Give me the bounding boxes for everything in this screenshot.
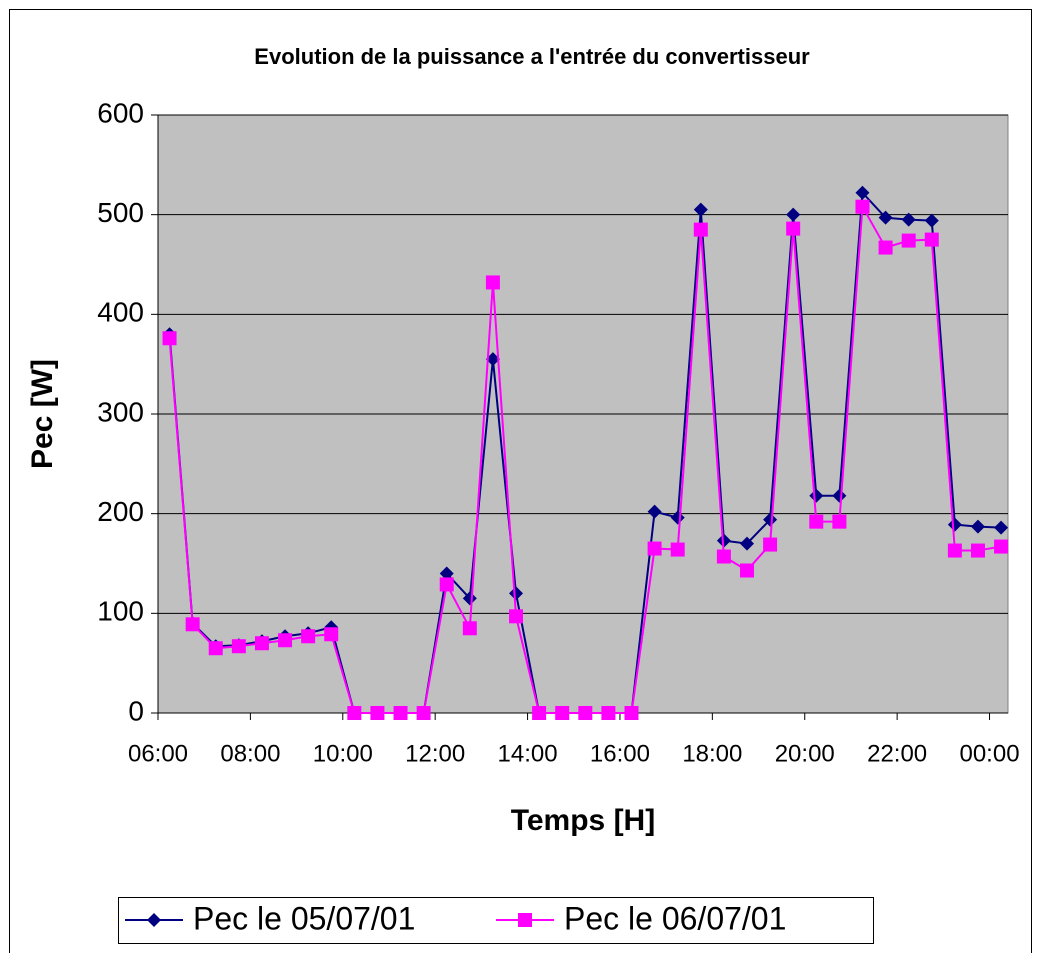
marker [147,913,161,927]
marker [670,542,685,557]
marker [185,617,200,632]
marker [509,586,524,601]
marker [947,543,962,558]
x-tick-label: 16:00 [590,740,650,767]
marker [809,514,824,529]
x-tick-label: 06:00 [128,740,188,767]
marker [370,706,385,720]
marker [462,621,477,636]
x-axis-title: Temps [H] [511,804,655,837]
marker [231,639,246,654]
marker [439,577,454,592]
marker [786,207,801,222]
y-tick-label: 0 [128,695,144,726]
y-tick-label: 500 [97,197,144,228]
marker [924,232,939,247]
marker [994,520,1009,535]
marker [832,488,847,503]
marker [878,240,893,255]
marker [518,913,532,927]
marker [878,210,893,225]
marker [647,541,662,556]
marker [439,566,454,581]
marker [208,641,223,656]
y-axis-title: Pec [W] [26,359,59,469]
legend-label: Pec le 05/07/01 [193,900,415,936]
marker [347,706,362,720]
marker [809,488,824,503]
y-tick-label: 600 [97,97,144,128]
marker [763,512,778,527]
marker [947,517,962,532]
y-tick-label: 400 [97,297,144,328]
marker [462,591,477,606]
marker [716,549,731,564]
marker [555,706,570,720]
y-tick-label: 300 [97,396,144,427]
y-tick-label: 200 [97,496,144,527]
marker [924,213,939,228]
marker [254,636,269,651]
marker [901,233,916,248]
marker [162,331,177,346]
marker [901,212,916,227]
marker [994,539,1009,554]
x-tick-label: 10:00 [313,740,373,767]
y-tick-label: 100 [97,596,144,627]
marker [693,202,708,217]
x-tick-label: 18:00 [682,740,742,767]
marker [324,627,339,642]
marker [578,706,593,720]
marker [485,275,500,290]
marker [763,537,778,552]
marker [601,706,616,720]
marker [786,221,801,236]
marker [393,706,408,720]
marker [693,222,708,237]
marker [416,706,431,720]
marker [647,504,662,519]
marker [970,519,985,534]
marker [716,533,731,548]
x-tick-label: 12:00 [405,740,465,767]
marker [301,629,316,644]
x-tick-label: 22:00 [867,740,927,767]
marker [739,563,754,578]
x-tick-label: 08:00 [220,740,280,767]
marker [624,706,639,720]
legend-label: Pec le 06/07/01 [564,900,786,936]
x-tick-label: 00:00 [959,740,1019,767]
marker [278,633,293,648]
marker [485,352,500,367]
marker [532,706,547,720]
marker [509,609,524,624]
marker [855,199,870,214]
x-tick-label: 20:00 [775,740,835,767]
marker [970,543,985,558]
marker [739,536,754,551]
x-tick-label: 14:00 [498,740,558,767]
marker [855,185,870,200]
chart-title: Evolution de la puissance a l'entrée du … [254,44,810,69]
marker [832,514,847,529]
